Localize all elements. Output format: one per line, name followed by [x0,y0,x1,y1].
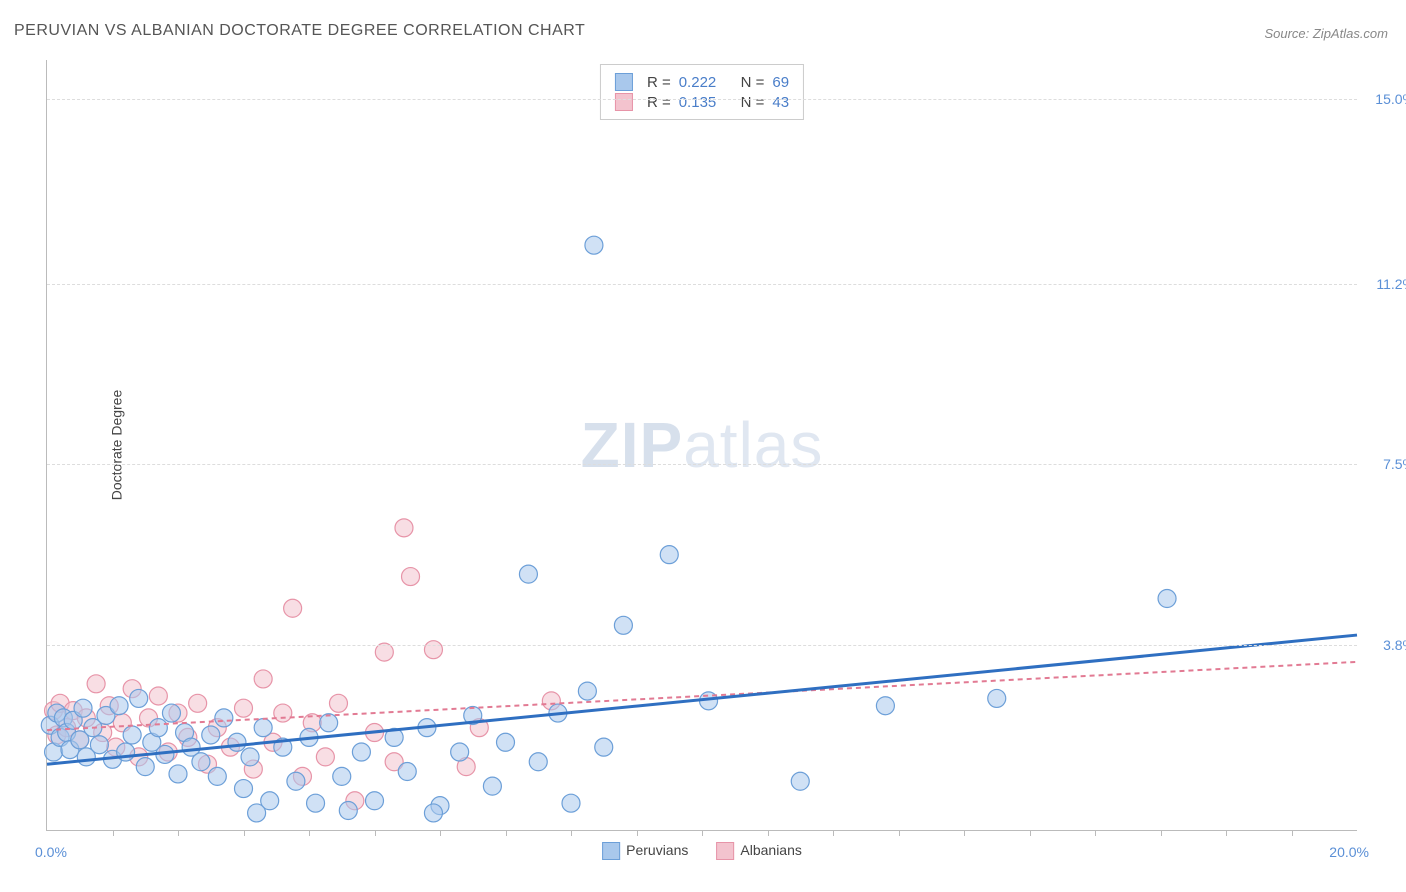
x-tick [1030,830,1031,836]
series-legend: Peruvians Albanians [602,842,802,860]
data-point [395,519,413,537]
x-tick [309,830,310,836]
gridline [47,99,1357,100]
data-point [284,599,302,617]
data-point [424,804,442,822]
gridline [47,464,1357,465]
x-tick [768,830,769,836]
data-point [366,792,384,810]
data-point [402,568,420,586]
x-tick [113,830,114,836]
plot-svg [47,60,1357,830]
data-point [189,694,207,712]
data-point [74,699,92,717]
data-point [529,753,547,771]
data-point [130,689,148,707]
data-point [519,565,537,583]
data-point [248,804,266,822]
data-point [202,726,220,744]
y-tick-label: 15.0% [1375,91,1406,107]
data-point [333,767,351,785]
data-point [578,682,596,700]
data-point [483,777,501,795]
data-point [307,794,325,812]
data-point [1158,590,1176,608]
data-point [123,726,141,744]
data-point [424,641,442,659]
source-name: ZipAtlas.com [1313,26,1388,41]
data-point [235,780,253,798]
data-point [192,753,210,771]
legend-label-peruvians: Peruvians [626,842,688,858]
data-point [339,802,357,820]
data-point [149,719,167,737]
data-point [352,743,370,761]
data-point [320,714,338,732]
x-axis-end-label: 20.0% [1329,844,1369,860]
data-point [585,236,603,254]
data-point [228,733,246,751]
x-tick [833,830,834,836]
legend-item-peruvians: Peruvians [602,842,688,860]
data-point [254,670,272,688]
data-point [791,772,809,790]
data-point [90,736,108,754]
data-point [149,687,167,705]
y-tick-label: 3.8% [1383,637,1406,653]
swatch-albanians-bottom [716,842,734,860]
data-point [329,694,347,712]
data-point [235,699,253,717]
x-tick [1226,830,1227,836]
data-point [169,765,187,783]
data-point [215,709,233,727]
data-point [241,748,259,766]
legend-item-albanians: Albanians [716,842,802,860]
x-tick [637,830,638,836]
x-tick [244,830,245,836]
x-tick [702,830,703,836]
data-point [451,743,469,761]
gridline [47,645,1357,646]
data-point [110,697,128,715]
y-tick-label: 11.2% [1376,276,1406,292]
data-point [988,689,1006,707]
data-point [398,763,416,781]
data-point [660,546,678,564]
x-tick [899,830,900,836]
data-point [595,738,613,756]
data-point [287,772,305,790]
data-point [87,675,105,693]
source-credit: Source: ZipAtlas.com [1264,26,1388,41]
data-point [208,767,226,785]
x-tick [1292,830,1293,836]
x-tick [375,830,376,836]
data-point [497,733,515,751]
data-point [375,643,393,661]
y-tick-label: 7.5% [1383,456,1406,472]
data-point [254,719,272,737]
x-tick [506,830,507,836]
x-tick [178,830,179,836]
legend-label-albanians: Albanians [740,842,802,858]
swatch-peruvians-bottom [602,842,620,860]
chart-title: PERUVIAN VS ALBANIAN DOCTORATE DEGREE CO… [14,22,585,40]
data-point [162,704,180,722]
source-prefix: Source: [1264,26,1312,41]
x-tick [1161,830,1162,836]
data-point [274,704,292,722]
data-point [136,758,154,776]
gridline [47,284,1357,285]
x-tick [571,830,572,836]
x-axis-start-label: 0.0% [35,844,67,860]
data-point [562,794,580,812]
data-point [614,616,632,634]
x-tick [964,830,965,836]
x-tick [440,830,441,836]
plot-area: Doctorate Degree ZIPatlas R = 0.222 N = … [46,60,1357,831]
x-tick [1095,830,1096,836]
data-point [876,697,894,715]
data-point [316,748,334,766]
